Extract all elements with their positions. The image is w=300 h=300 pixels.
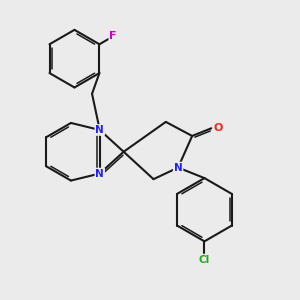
Text: N: N: [95, 125, 104, 135]
Text: N: N: [174, 163, 182, 172]
Text: Cl: Cl: [199, 255, 210, 265]
Text: O: O: [213, 123, 223, 133]
Text: N: N: [95, 169, 104, 178]
Text: F: F: [110, 32, 117, 41]
